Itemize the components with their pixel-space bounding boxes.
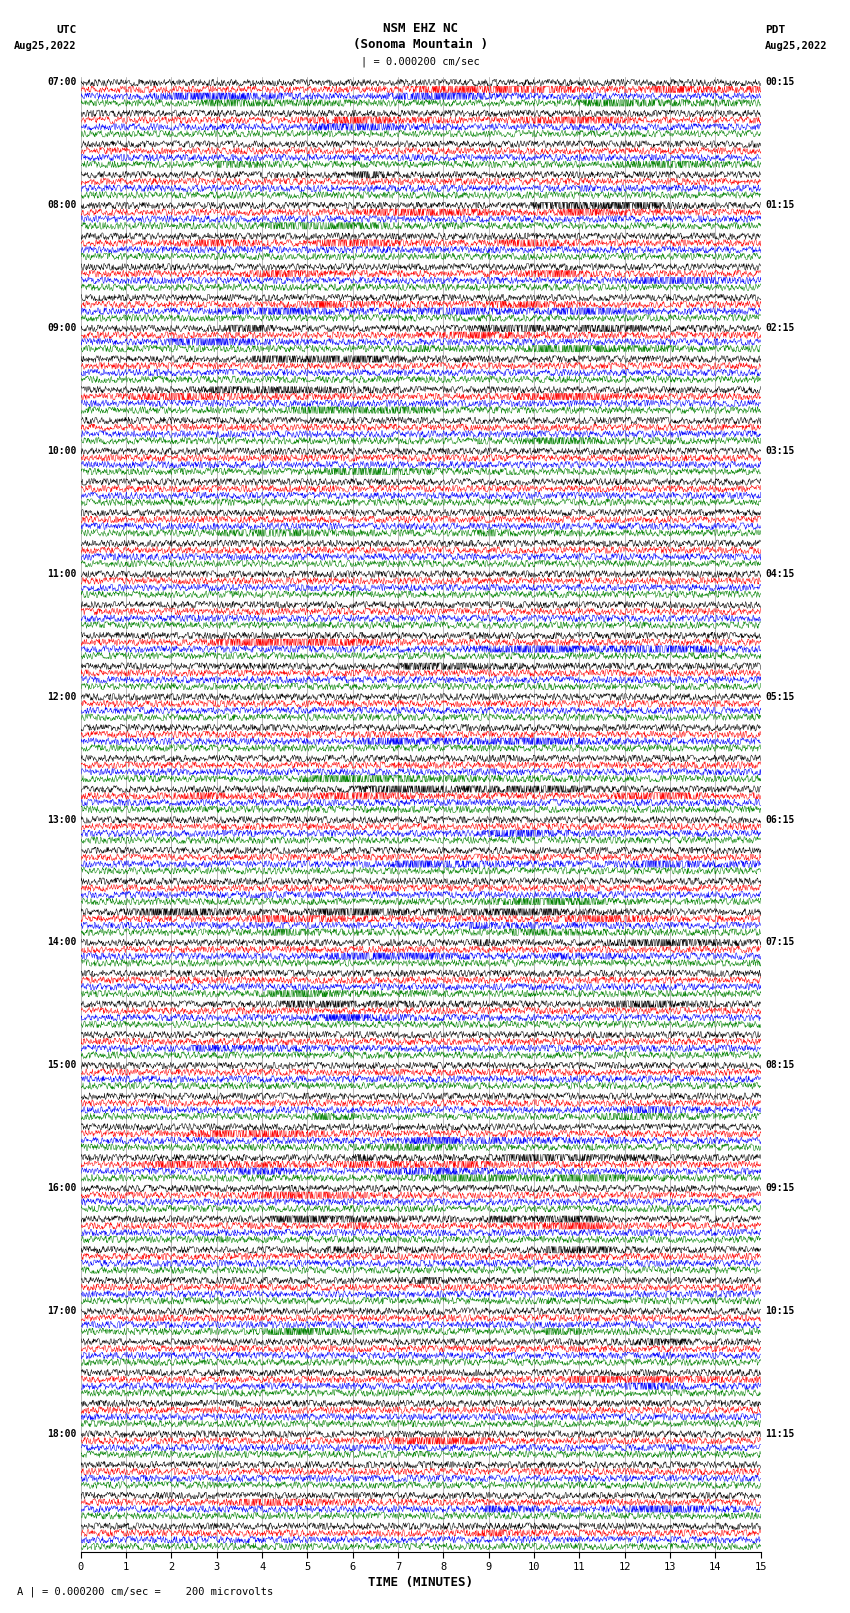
Text: 13:00: 13:00 — [47, 815, 76, 824]
Text: 08:15: 08:15 — [765, 1060, 795, 1071]
Text: 11:15: 11:15 — [765, 1429, 795, 1439]
X-axis label: TIME (MINUTES): TIME (MINUTES) — [368, 1576, 473, 1589]
Text: 12:00: 12:00 — [47, 692, 76, 702]
Text: 17:00: 17:00 — [47, 1307, 76, 1316]
Text: 11:00: 11:00 — [47, 569, 76, 579]
Text: NSM EHZ NC: NSM EHZ NC — [383, 21, 458, 35]
Text: 18:00: 18:00 — [47, 1429, 76, 1439]
Text: 15:00: 15:00 — [47, 1060, 76, 1071]
Text: 00:15: 00:15 — [765, 77, 795, 87]
Text: 16:00: 16:00 — [47, 1184, 76, 1194]
Text: 10:15: 10:15 — [765, 1307, 795, 1316]
Text: 05:15: 05:15 — [765, 692, 795, 702]
Text: 14:00: 14:00 — [47, 937, 76, 947]
Text: 06:15: 06:15 — [765, 815, 795, 824]
Text: Aug25,2022: Aug25,2022 — [765, 40, 828, 50]
Text: 02:15: 02:15 — [765, 323, 795, 334]
Text: 09:00: 09:00 — [47, 323, 76, 334]
Text: A | = 0.000200 cm/sec =    200 microvolts: A | = 0.000200 cm/sec = 200 microvolts — [17, 1586, 273, 1597]
Text: PDT: PDT — [765, 24, 785, 35]
Text: 07:15: 07:15 — [765, 937, 795, 947]
Text: 04:15: 04:15 — [765, 569, 795, 579]
Text: 07:00: 07:00 — [47, 77, 76, 87]
Text: (Sonoma Mountain ): (Sonoma Mountain ) — [354, 37, 488, 50]
Text: | = 0.000200 cm/sec: | = 0.000200 cm/sec — [361, 56, 480, 66]
Text: 10:00: 10:00 — [47, 447, 76, 456]
Text: 01:15: 01:15 — [765, 200, 795, 210]
Text: UTC: UTC — [56, 24, 76, 35]
Text: Aug25,2022: Aug25,2022 — [14, 40, 76, 50]
Text: 03:15: 03:15 — [765, 447, 795, 456]
Text: 09:15: 09:15 — [765, 1184, 795, 1194]
Text: 08:00: 08:00 — [47, 200, 76, 210]
